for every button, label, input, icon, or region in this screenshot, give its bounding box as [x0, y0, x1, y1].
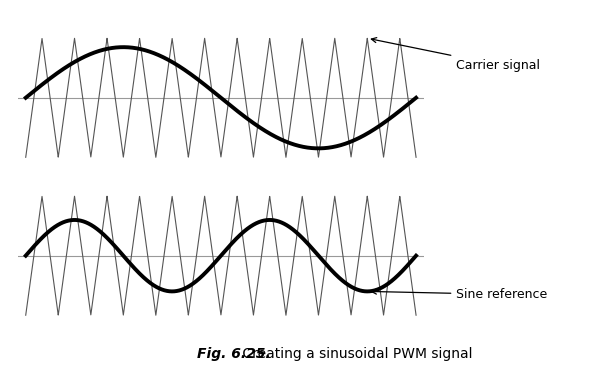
Text: Creating a sinusoidal PWM signal: Creating a sinusoidal PWM signal	[238, 347, 472, 361]
Text: Sine reference: Sine reference	[371, 288, 547, 301]
Text: Fig. 6.25.: Fig. 6.25.	[197, 347, 270, 361]
Text: Carrier signal: Carrier signal	[371, 38, 540, 71]
